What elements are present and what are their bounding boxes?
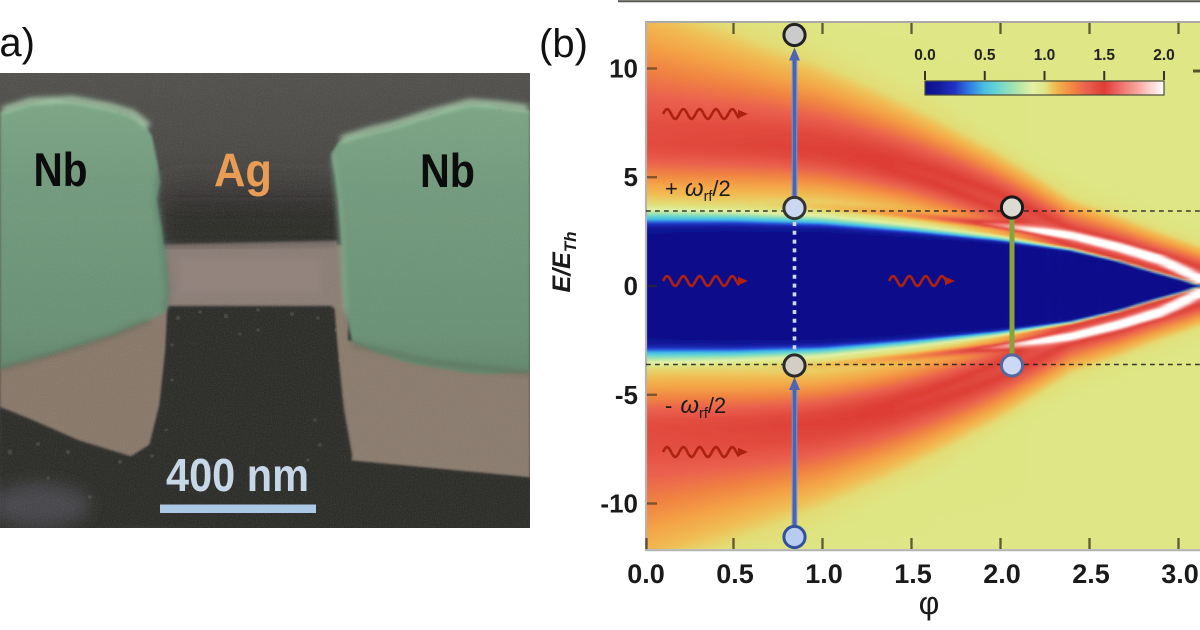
svg-text:φ: φ [919, 585, 940, 621]
svg-text:0.5: 0.5 [974, 47, 996, 64]
svg-text:+ωrf/2: + ωrf/2 [665, 175, 731, 205]
svg-text:0.0: 0.0 [914, 47, 936, 64]
svg-text:Nb: Nb [420, 144, 475, 197]
svg-text:(a): (a) [0, 21, 35, 65]
svg-text:3.0: 3.0 [1161, 559, 1199, 589]
svg-text:2.5: 2.5 [1072, 559, 1110, 589]
svg-text:400 nm: 400 nm [166, 449, 309, 501]
svg-text:Ag: Ag [214, 144, 272, 197]
svg-text:1.0: 1.0 [805, 559, 843, 589]
svg-text:0.5: 0.5 [716, 559, 754, 589]
svg-text:2.0: 2.0 [983, 559, 1021, 589]
svg-text:E/ETh: E/ETh [548, 231, 580, 292]
svg-text:10: 10 [609, 54, 638, 84]
svg-text:0: 0 [624, 271, 638, 301]
svg-text:-5: -5 [615, 380, 638, 410]
svg-text:(b): (b) [539, 22, 588, 66]
svg-text:-10: -10 [600, 489, 638, 519]
svg-text:5: 5 [624, 162, 638, 192]
svg-text:2.0: 2.0 [1153, 47, 1175, 64]
svg-text:1.5: 1.5 [894, 559, 932, 589]
svg-text:1.0: 1.0 [1034, 47, 1056, 64]
svg-text:0.0: 0.0 [627, 559, 665, 589]
svg-text:1.5: 1.5 [1093, 47, 1115, 64]
svg-text:Nb: Nb [34, 143, 88, 196]
